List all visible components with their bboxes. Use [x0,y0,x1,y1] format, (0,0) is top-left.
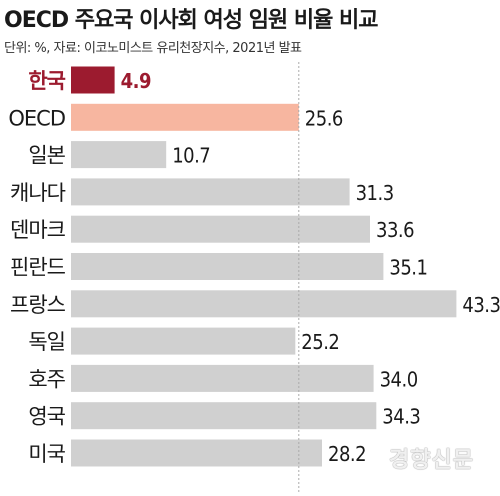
bar-7 [71,290,457,318]
bar-3 [71,141,167,169]
category-label: 독일 [28,330,65,354]
category-label: 한국 [28,69,65,93]
value-label: 25.6 [305,106,343,130]
bar-6 [71,253,384,280]
category-label: 호주 [28,367,65,391]
value-label: 33.6 [376,218,414,242]
publisher-watermark: 경향신문 [389,448,474,473]
value-label: 43.3 [462,293,500,317]
value-label: 28.2 [328,442,366,466]
bar-5 [71,215,370,243]
category-label: OECD [8,106,65,130]
category-label: 영국 [28,405,65,429]
bar-10 [71,402,377,430]
value-label: 10.7 [172,144,210,168]
category-label: 핀란드 [10,256,66,280]
value-label: 25.2 [301,330,339,354]
category-label: 캐나다 [10,181,66,205]
value-label: 34.0 [380,367,418,391]
category-label: 덴마크 [10,218,66,242]
value-label: 34.3 [382,405,420,429]
bar-4 [71,178,350,206]
value-label: 4.9 [121,69,151,93]
bar-9 [71,364,374,392]
bar-1 [71,66,115,94]
category-label: 일본 [28,144,65,168]
bar-2 [71,103,299,131]
category-label: 프랑스 [10,293,66,317]
value-label: 31.3 [356,181,394,205]
chart-title: OECD 주요국 이사회 여성 임원 비율 비교 [4,8,378,33]
category-label: 미국 [28,442,65,466]
chart-subtitle: 단위: %, 자료: 이코노미스트 유리천장지수, 2021년 발표 [4,41,302,56]
bar-8 [71,327,296,355]
bar-11 [71,439,322,467]
value-label: 35.1 [389,256,427,280]
